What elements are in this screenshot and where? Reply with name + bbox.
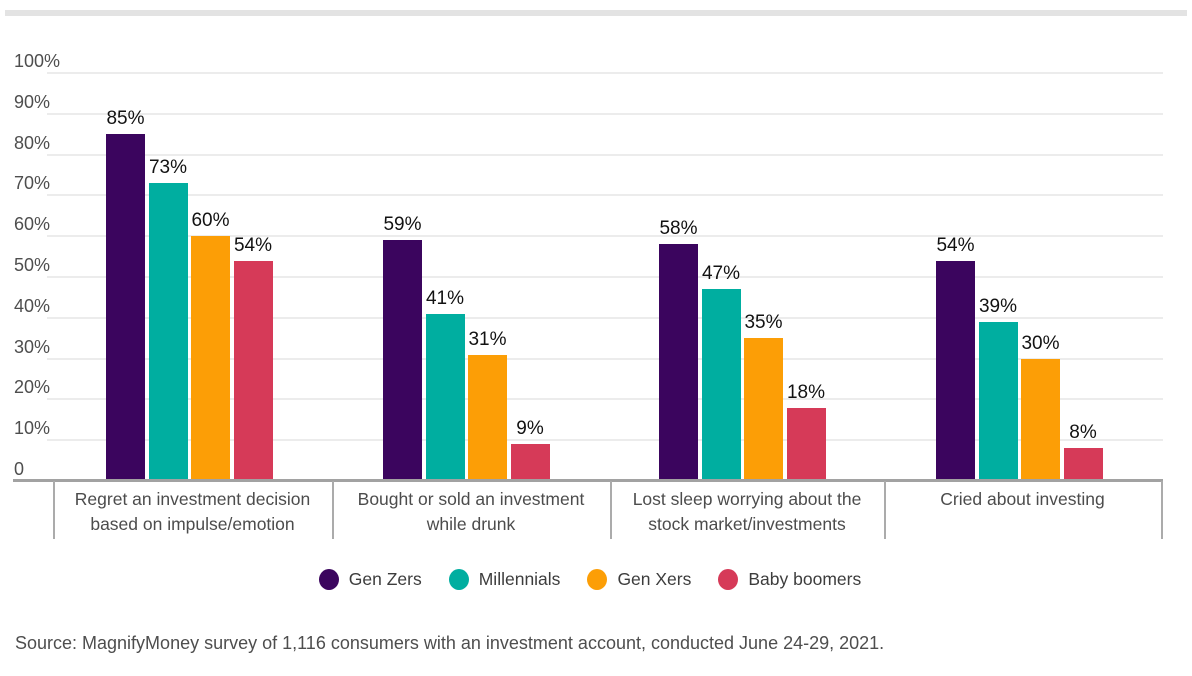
y-axis-tick-label: 80% <box>14 132 51 153</box>
bar-value-label: 18% <box>786 381 826 403</box>
y-axis-tick-label: 10% <box>14 418 51 439</box>
bar <box>1021 358 1060 481</box>
legend-item: Gen Zers <box>318 569 422 590</box>
bar <box>191 236 230 481</box>
bar-value-label: 58% <box>659 218 698 240</box>
y-axis-tick-label: 70% <box>14 173 51 194</box>
legend: Gen Zers Millennials Gen Xers Baby boomers <box>0 569 1180 590</box>
legend-swatch-icon <box>318 569 339 590</box>
category-divider <box>610 481 612 539</box>
y-axis-tick-label: 50% <box>14 255 51 275</box>
gridline <box>47 153 1163 156</box>
bar <box>148 183 188 481</box>
category-label-text: Regret an investment decision based on i… <box>74 489 311 535</box>
bar <box>701 289 741 481</box>
legend-label: Gen Zers <box>348 569 422 589</box>
bar-value-label: 31% <box>468 328 507 350</box>
source-note: Source: MagnifyMoney survey of 1,116 con… <box>15 633 885 653</box>
legend-item: Baby boomers <box>718 569 861 590</box>
bar <box>659 244 698 481</box>
bar <box>468 354 507 481</box>
bar-value-label: 54% <box>233 234 273 256</box>
bar-value-label: 30% <box>1021 332 1060 354</box>
bar-value-label: 60% <box>191 210 230 232</box>
y-axis-tick-label: 0 <box>14 459 25 479</box>
bar <box>106 134 145 481</box>
y-axis-tick-label: 60% <box>14 214 51 235</box>
bar-value-label: 9% <box>516 418 544 440</box>
category-label-text: Cried about investing <box>940 489 1105 509</box>
gridline <box>47 316 1163 319</box>
category-label: Bought or sold an investment while drunk <box>332 487 610 538</box>
bar <box>425 313 465 481</box>
bar-value-label: 85% <box>106 108 145 130</box>
category-label-text: Lost sleep worrying about the stock mark… <box>632 489 862 535</box>
category-label: Cried about investing <box>884 487 1161 512</box>
legend-label: Baby boomers <box>748 569 862 589</box>
category-label-text: Bought or sold an investment while drunk <box>357 489 585 535</box>
y-axis-tick-label: 30% <box>14 336 51 357</box>
legend-label: Millennials <box>478 569 561 589</box>
legend-swatch-icon <box>718 569 739 590</box>
category-divider <box>884 481 886 539</box>
y-axis-tick-label: 100% <box>14 51 61 71</box>
y-axis-tick-label: 90% <box>14 91 51 112</box>
gridline <box>47 357 1163 360</box>
bar-value-label: 59% <box>383 214 422 236</box>
bar <box>786 407 826 481</box>
gridline <box>47 398 1163 401</box>
gridline <box>47 194 1163 197</box>
bar-value-label: 35% <box>744 312 783 334</box>
bar-value-label: 41% <box>425 287 465 309</box>
bar <box>383 240 422 481</box>
bar-value-label: 8% <box>1069 422 1097 444</box>
bar <box>978 321 1018 481</box>
category-label: Lost sleep worrying about the stock mark… <box>610 487 884 538</box>
category-divider <box>53 481 55 539</box>
gridline <box>47 235 1163 238</box>
bar <box>936 260 975 481</box>
category-divider <box>1161 481 1163 539</box>
category-label: Regret an investment decision based on i… <box>53 487 332 538</box>
bar-value-label: 73% <box>148 157 188 179</box>
bar <box>233 260 273 481</box>
bar-value-label: 54% <box>936 234 975 256</box>
gridline <box>47 72 1163 74</box>
y-axis-tick-label: 20% <box>14 377 51 398</box>
bar <box>1063 448 1103 481</box>
gridline <box>47 276 1163 278</box>
bar-value-label: 39% <box>978 295 1018 317</box>
top-divider-strip <box>5 10 1187 16</box>
legend-swatch-icon <box>448 569 469 590</box>
bar <box>510 444 550 481</box>
legend-item: Millennials <box>448 569 561 590</box>
y-axis-tick-label: 40% <box>14 295 51 316</box>
gridline <box>47 439 1163 442</box>
legend-label: Gen Xers <box>617 569 692 589</box>
category-divider <box>332 481 334 539</box>
gridline <box>47 112 1163 115</box>
bar <box>744 338 783 481</box>
x-axis-line <box>13 479 1163 482</box>
bar-value-label: 47% <box>701 263 741 285</box>
legend-swatch-icon <box>587 569 608 590</box>
legend-item: Gen Xers <box>587 569 691 590</box>
